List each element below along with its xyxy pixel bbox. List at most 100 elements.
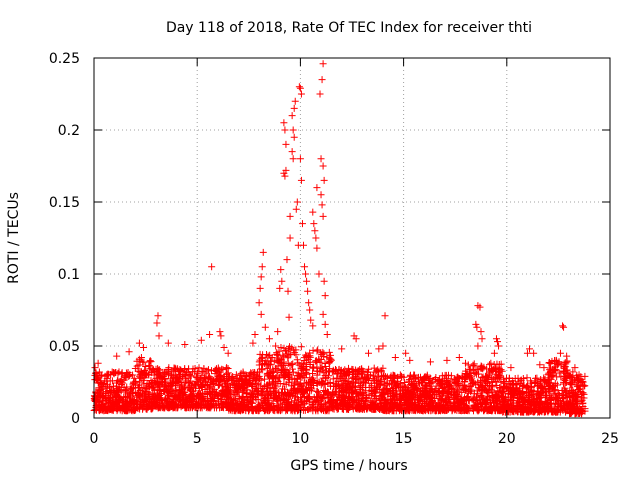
- data-point: [116, 385, 124, 393]
- data-point: [216, 328, 224, 336]
- data-point: [200, 365, 208, 373]
- data-point: [310, 377, 318, 385]
- data-point: [285, 313, 293, 321]
- data-point: [563, 352, 571, 360]
- data-point: [321, 359, 329, 367]
- data-point: [321, 292, 329, 300]
- data-point: [317, 381, 325, 389]
- data-point: [376, 380, 384, 388]
- data-point: [147, 401, 155, 409]
- data-point: [302, 352, 310, 360]
- x-tick-labels: 0 5 10 15 20 25: [90, 431, 619, 447]
- data-point: [482, 403, 490, 411]
- data-point: [345, 378, 353, 386]
- data-point: [334, 377, 342, 385]
- data-point: [302, 386, 310, 394]
- data-point: [325, 358, 333, 366]
- data-point: [206, 330, 214, 338]
- data-point: [523, 374, 531, 382]
- data-point: [101, 406, 109, 414]
- data-point: [562, 387, 570, 395]
- data-point: [305, 405, 313, 413]
- data-point: [502, 374, 510, 382]
- data-point: [278, 404, 286, 412]
- data-point: [418, 404, 426, 412]
- data-point: [554, 395, 562, 403]
- data-point: [112, 385, 120, 393]
- data-point: [195, 364, 203, 372]
- data-point: [288, 361, 296, 369]
- data-point: [104, 405, 112, 413]
- data-point: [208, 263, 216, 271]
- data-point: [301, 374, 309, 382]
- data-point: [157, 404, 165, 412]
- data-point: [397, 373, 405, 381]
- data-point: [216, 376, 224, 384]
- data-point: [258, 365, 266, 373]
- data-point: [317, 155, 325, 163]
- data-point: [390, 386, 398, 394]
- y-tick-label: 0.25: [49, 51, 80, 67]
- data-point: [430, 391, 438, 399]
- data-point: [334, 370, 342, 378]
- data-point: [371, 368, 379, 376]
- data-point: [524, 397, 532, 405]
- data-point: [293, 356, 301, 364]
- data-point: [322, 362, 330, 370]
- data-point: [251, 370, 259, 378]
- data-point: [555, 369, 563, 377]
- data-point: [308, 400, 316, 408]
- data-point: [190, 380, 198, 388]
- data-point: [317, 191, 325, 199]
- data-point: [133, 362, 141, 370]
- data-point: [136, 405, 144, 413]
- data-point: [313, 387, 321, 395]
- data-point: [176, 400, 184, 408]
- data-point: [316, 90, 324, 98]
- data-point: [242, 376, 250, 384]
- data-point: [318, 76, 326, 84]
- data-point: [266, 369, 274, 377]
- data-point: [396, 387, 404, 395]
- data-point: [134, 404, 142, 412]
- data-point: [245, 380, 253, 388]
- data-point: [443, 356, 451, 364]
- data-point: [531, 374, 539, 382]
- data-point: [126, 393, 134, 401]
- data-point: [338, 396, 346, 404]
- data-point: [264, 352, 272, 360]
- data-point: [281, 366, 289, 374]
- data-point: [303, 277, 311, 285]
- data-point: [132, 400, 140, 408]
- data-point: [124, 400, 132, 408]
- data-point: [435, 393, 443, 401]
- data-point: [443, 378, 451, 386]
- data-point: [182, 399, 190, 407]
- data-point: [372, 385, 380, 393]
- data-point: [172, 396, 180, 404]
- data-point: [338, 345, 346, 353]
- data-point: [239, 369, 247, 377]
- data-point: [280, 395, 288, 403]
- data-point: [510, 406, 518, 414]
- data-point: [414, 373, 422, 381]
- data-point: [380, 371, 388, 379]
- data-point: [439, 404, 447, 412]
- data-point: [140, 343, 148, 351]
- data-point: [273, 349, 281, 357]
- data-point: [331, 365, 339, 373]
- data-point: [352, 375, 360, 383]
- data-point: [245, 405, 253, 413]
- data-point: [236, 401, 244, 409]
- data-point: [136, 357, 144, 365]
- data-point: [231, 395, 239, 403]
- data-point: [328, 390, 336, 398]
- data-point: [323, 374, 331, 382]
- data-point: [263, 381, 271, 389]
- data-point: [174, 392, 182, 400]
- data-point: [537, 394, 545, 402]
- data-point: [371, 384, 379, 392]
- data-point: [311, 406, 319, 414]
- data-point: [313, 371, 321, 379]
- data-point: [546, 382, 554, 390]
